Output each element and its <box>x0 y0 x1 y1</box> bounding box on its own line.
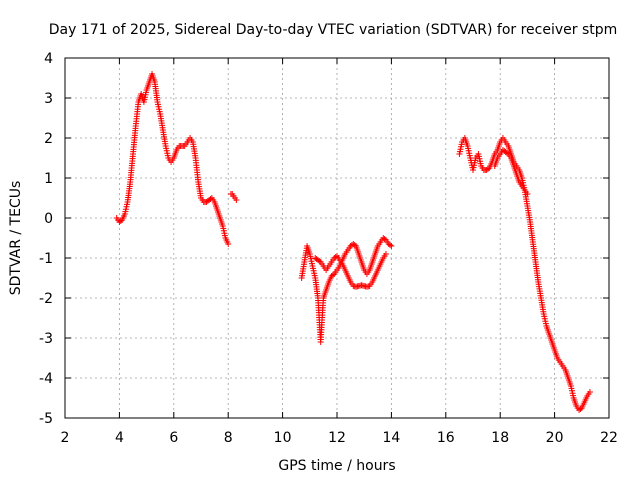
y-tick-label: -2 <box>39 291 53 307</box>
series-segment-2 <box>227 191 240 203</box>
series-segment-3 <box>298 235 395 345</box>
y-tick-label: -4 <box>39 371 53 387</box>
x-tick-label: 12 <box>328 430 346 446</box>
data-point <box>316 258 323 264</box>
grid-lines <box>65 58 609 418</box>
data-point <box>382 251 389 257</box>
y-tick-label: 4 <box>44 51 53 67</box>
series-segment-1 <box>113 71 232 247</box>
x-tick-label: 6 <box>169 430 178 446</box>
data-point <box>586 389 593 395</box>
data-point <box>332 254 339 260</box>
series-segment-4 <box>312 251 389 290</box>
data-point <box>387 242 394 248</box>
data-point <box>388 243 395 249</box>
y-tick-labels: -5 -4 -3 -2 -1 0 1 2 3 4 <box>39 51 53 427</box>
y-tick-label: 3 <box>44 91 53 107</box>
y-tick-label: -1 <box>39 251 53 267</box>
x-tick-label: 2 <box>61 430 70 446</box>
x-tick-label: 8 <box>224 430 233 446</box>
x-tick-label: 16 <box>437 430 455 446</box>
series-segment-5 <box>456 135 593 413</box>
x-tick-label: 18 <box>491 430 509 446</box>
plot-frame <box>64 57 610 419</box>
y-tick-label: 0 <box>44 211 53 227</box>
x-tick-label: 10 <box>274 430 292 446</box>
series-segment-6 <box>491 147 531 197</box>
data-point <box>225 241 232 247</box>
y-axis-label: SDTVAR / TECUs <box>8 181 24 296</box>
chart-title: Day 171 of 2025, Sidereal Day-to-day VTE… <box>49 22 618 38</box>
y-tick-label: 2 <box>44 131 53 147</box>
y-tick-label: 1 <box>44 171 53 187</box>
x-tick-label: 22 <box>600 430 618 446</box>
data-point <box>329 272 336 278</box>
data-point <box>233 197 240 203</box>
x-tick-label: 14 <box>382 430 400 446</box>
data-point <box>504 150 510 156</box>
data-point <box>381 236 388 242</box>
x-tick-label: 20 <box>546 430 564 446</box>
y-tick-label: -3 <box>39 331 53 347</box>
data-point <box>524 191 531 197</box>
data-point <box>207 196 214 202</box>
x-tick-label: 4 <box>115 430 124 446</box>
y-tick-label: -5 <box>39 411 53 427</box>
data-points <box>113 71 593 413</box>
x-axis-label: GPS time / hours <box>278 458 395 474</box>
x-tick-labels: 2 4 6 8 10 12 14 16 18 20 22 <box>61 430 618 446</box>
